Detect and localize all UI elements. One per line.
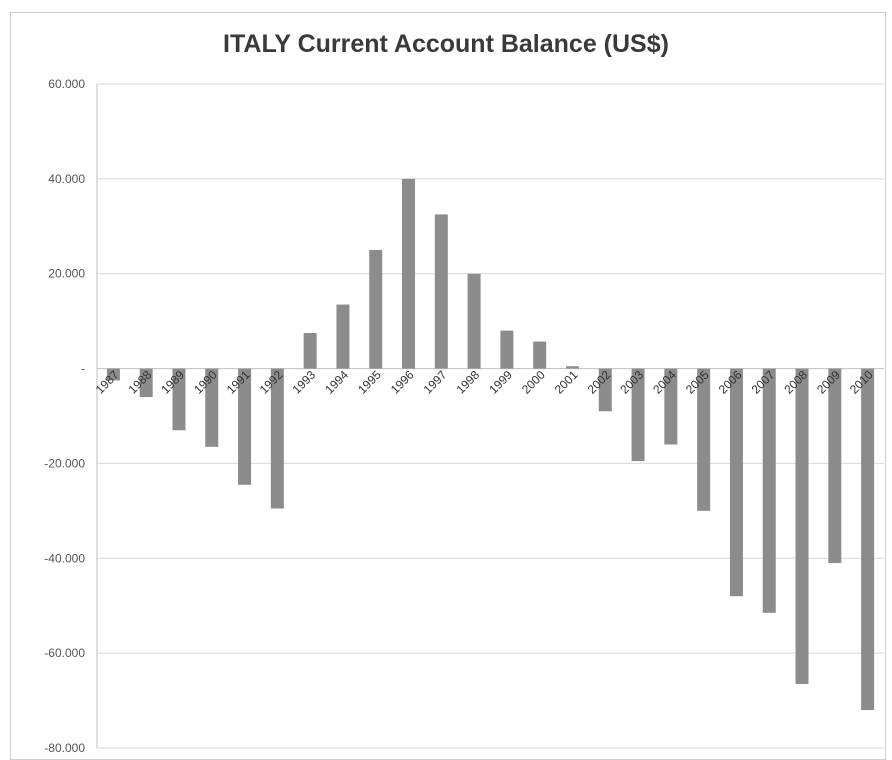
y-tick-label: 60.000 [48,77,85,91]
bar-1996 [402,178,416,369]
x-tick-label: 1995 [355,368,384,397]
chart-title: ITALY Current Account Balance (US$) [223,30,669,58]
bars [106,178,875,711]
bar-2009 [828,368,842,564]
y-tick-label: -60.000 [44,646,85,660]
bar-1994 [336,304,350,369]
x-tick-label: 1998 [453,368,482,397]
bar-1998 [467,273,481,369]
bar-2004 [664,368,678,445]
y-tick-label: 40.000 [48,172,85,186]
y-axis-ticks: 60.000 40.000 20.000 - -20.000 -40.000 -60.000… [44,77,85,755]
bar-1988 [139,368,153,398]
bar-2003 [631,368,645,462]
x-tick-label: 1994 [322,368,351,397]
y-tick-label: 20.000 [48,267,85,281]
x-tick-label: 2001 [552,368,581,397]
x-tick-label: 1999 [486,368,515,397]
y-tick-label: -40.000 [44,551,85,565]
x-tick-label: 2000 [519,368,548,397]
bar-1991 [238,368,252,485]
bar-1995 [369,250,383,369]
gridlines [97,83,884,749]
bar-2000 [533,341,547,369]
bar-2006 [729,368,743,597]
x-tick-label: 1993 [289,368,318,397]
bar-1999 [500,330,514,369]
bar-1997 [434,214,448,369]
bar-2005 [697,368,711,511]
bar-2002 [598,368,612,412]
y-tick-label: - [81,362,85,376]
bar-1990 [205,368,219,447]
bar-1993 [303,333,317,369]
bar-2007 [762,368,776,613]
y-tick-label: -20.000 [44,456,85,470]
bar-2010 [861,368,875,711]
y-tick-label: -80.000 [44,741,85,755]
x-tick-label: 1996 [388,368,417,397]
x-tick-label: 1997 [421,368,450,397]
bar-1992 [270,368,284,509]
bar-1989 [172,368,186,431]
bar-2001 [565,366,579,369]
bar-2008 [795,368,809,684]
bar-1987 [106,368,120,381]
